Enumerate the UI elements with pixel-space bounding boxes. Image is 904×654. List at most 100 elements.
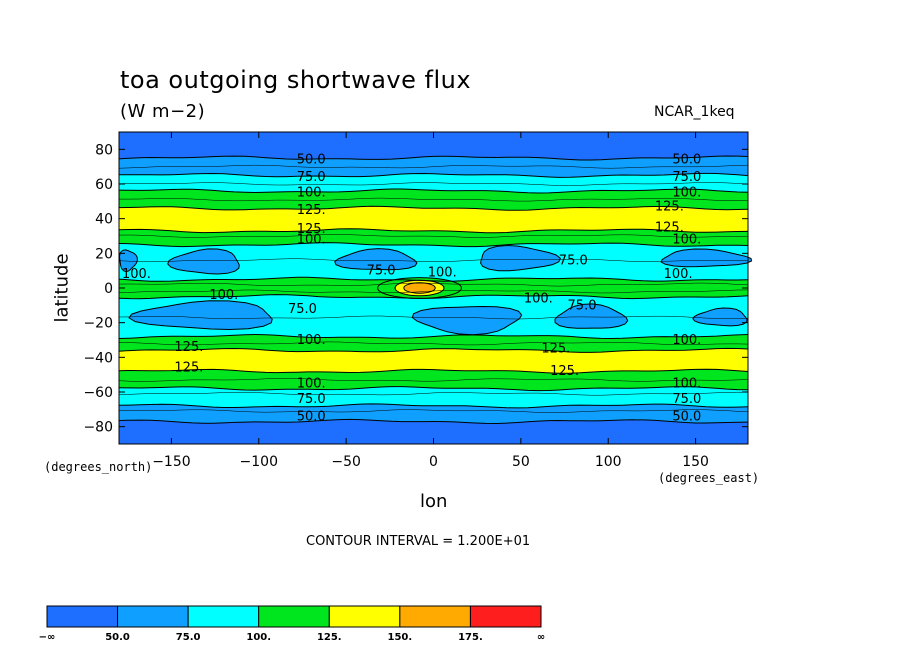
- colorbar-label: 75.0: [176, 632, 201, 643]
- contour-label: 100.: [524, 291, 553, 306]
- x-axis-label: lon: [420, 491, 448, 512]
- band-<50: [119, 419, 748, 444]
- low-flux-region: [554, 303, 629, 329]
- low-flux-region: [411, 305, 523, 336]
- y-tick-label: 40: [95, 212, 113, 228]
- contour-line-thin: [118, 234, 748, 238]
- contour-line: [118, 155, 749, 161]
- y-tick-label: −20: [83, 316, 113, 332]
- contour-label: 75.0: [672, 392, 701, 407]
- contour-line-thin: [118, 289, 749, 294]
- colorbar-swatch: [187, 605, 260, 628]
- contour-label: 125.: [297, 222, 326, 237]
- contour-label: 125.: [174, 361, 203, 376]
- contour-label: 75.0: [568, 298, 597, 313]
- contour-label: 100.: [297, 376, 326, 391]
- hotspot-150-175: [403, 282, 436, 294]
- colorbar-swatch: [328, 605, 401, 628]
- contour-line: [118, 418, 749, 425]
- plot-fill-layer: [118, 132, 753, 444]
- band-75-100: [119, 386, 748, 408]
- chart-units: (W m−2): [120, 101, 206, 122]
- colorbar-label: 100.: [246, 632, 271, 643]
- colorbar-swatch: [46, 605, 119, 628]
- contour-interval-note: CONTOUR INTERVAL = 1.200E+01: [306, 534, 531, 549]
- contour-line-thin: [118, 315, 749, 320]
- contour-label: 100.: [672, 232, 701, 247]
- x-tick-label: 100: [595, 454, 622, 470]
- contour-line: [118, 228, 749, 234]
- contour-label: 75.0: [297, 170, 326, 185]
- contour-label: 125.: [297, 203, 326, 218]
- contour-label: 50.0: [672, 409, 701, 424]
- contour-label: 50.0: [297, 409, 326, 424]
- contour-label: 125.: [174, 340, 203, 355]
- contour-line: [118, 242, 749, 248]
- x-axis-ticks: −150 −100 −50 0 50 100 150: [152, 132, 709, 470]
- x-tick-label: −150: [152, 454, 190, 470]
- band-125-150: [119, 206, 748, 233]
- contour-line-thin: [118, 391, 749, 396]
- contour-label: 125.: [655, 220, 684, 235]
- x-tick-label: −100: [240, 454, 278, 470]
- x-tick-label: −50: [331, 454, 361, 470]
- contour-label: 50.0: [297, 153, 326, 168]
- contour-line: [118, 276, 749, 282]
- y-tick-label: −80: [83, 420, 113, 436]
- contour-line-thin: [119, 197, 749, 202]
- contour-line: [118, 294, 749, 300]
- contour-label: 100.: [122, 267, 151, 282]
- contour-line-thin: [118, 182, 749, 186]
- contour-line-thin: [118, 378, 749, 382]
- y-tick-label: 0: [104, 281, 113, 297]
- colorbar-label: 50.0: [105, 632, 130, 643]
- contour-line: [118, 205, 749, 211]
- y-tick-label: 80: [95, 142, 113, 158]
- contour-label: 100.: [672, 186, 701, 201]
- contour-line-thin: [118, 164, 749, 169]
- contour-label: 100.: [672, 333, 701, 348]
- contour-line: [118, 386, 749, 392]
- contour-label: 125.: [550, 364, 579, 379]
- colorbar-label: ∞: [537, 632, 545, 643]
- band-75-100: [119, 242, 748, 282]
- x-tick-label: 50: [512, 454, 530, 470]
- colorbar-label: −∞: [39, 632, 56, 643]
- colorbar: −∞ 50.0 75.0 100. 125. 150. 175. ∞: [39, 605, 545, 643]
- contour-line-thin: [118, 258, 749, 263]
- y-tick-label: −40: [83, 350, 113, 366]
- x-tick-label: 150: [682, 454, 709, 470]
- contour-label: 100.: [672, 376, 701, 391]
- contour-label: 100.: [297, 232, 326, 247]
- band-100-125: [119, 228, 748, 247]
- contour-label: 100.: [428, 265, 457, 280]
- y-tick-label: 60: [95, 177, 113, 193]
- contour-label: 125.: [655, 200, 684, 215]
- y-tick-label: −60: [83, 385, 113, 401]
- contour-label: 75.0: [672, 170, 701, 185]
- band-125-150: [119, 348, 748, 374]
- band-100-125: [119, 369, 748, 391]
- chart-title: toa outgoing shortwave flux: [120, 66, 472, 94]
- y-axis-unit: (degrees_north): [44, 460, 153, 474]
- plot-contour-labels: 50.075.0100.125.125.100.50.075.0100.125.…: [122, 153, 701, 425]
- colorbar-label: 150.: [388, 632, 413, 643]
- y-axis-ticks: −80 −60 −40 −20 0 20 40 60 80: [83, 142, 748, 436]
- contour-line-thin: [118, 282, 749, 287]
- colorbar-label: 175.: [458, 632, 483, 643]
- contour-line: [118, 333, 749, 340]
- low-flux-region: [692, 307, 748, 327]
- low-flux-region: [480, 244, 561, 272]
- contour-label: 100.: [664, 267, 693, 282]
- contour-label: 100.: [297, 333, 326, 348]
- band-75-100: [119, 173, 748, 193]
- y-tick-label: 20: [95, 246, 113, 262]
- colorbar-swatch: [469, 605, 542, 628]
- colorbar-swatch: [258, 605, 330, 628]
- x-tick-label: 0: [429, 454, 438, 470]
- model-name: NCAR_1keq: [654, 104, 735, 120]
- contour-label: 50.0: [672, 153, 701, 168]
- low-flux-region: [334, 248, 418, 271]
- low-flux-region: [167, 248, 240, 275]
